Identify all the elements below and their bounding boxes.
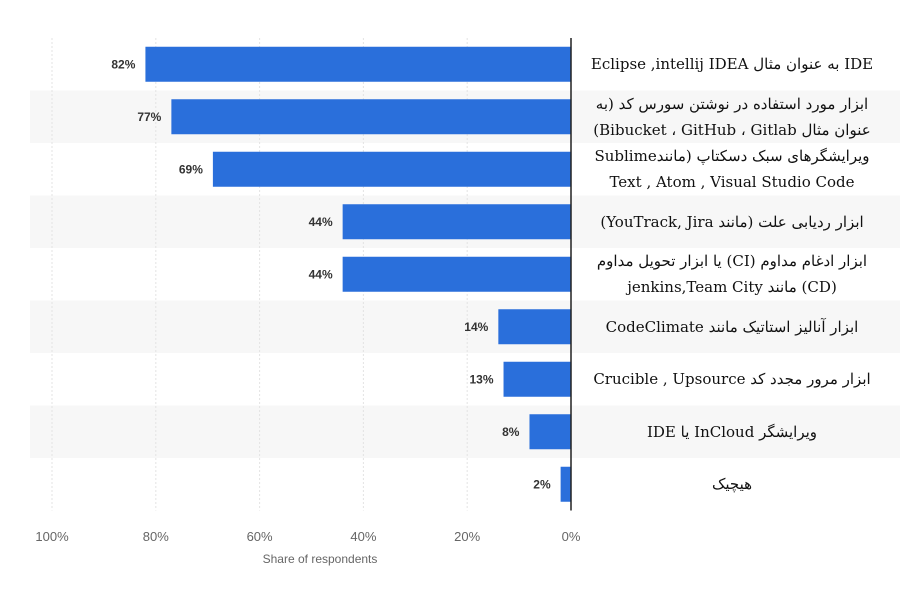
- category-label: ابزار ردیابی علت (مانند YouTrack, Jira): [600, 212, 864, 231]
- x-tick-label: 40%: [350, 529, 376, 544]
- bar: [212, 151, 571, 187]
- x-tick-label: 20%: [454, 529, 480, 544]
- x-tick-label: 60%: [247, 529, 273, 544]
- x-axis-title: Share of respondents: [263, 552, 378, 566]
- bar-value-label: 14%: [464, 320, 488, 334]
- category-label: ابزار مورد استفاده در نوشتن سورس کد (به ع…: [593, 94, 871, 139]
- x-tick-label: 80%: [143, 529, 169, 544]
- bar-value-label: 69%: [179, 162, 203, 176]
- category-label: ویرایشگر InCloud یا IDE: [646, 422, 818, 441]
- bar: [503, 361, 571, 397]
- category-label: هیچیک: [711, 475, 753, 494]
- bar-value-label: 44%: [309, 267, 333, 281]
- x-tick-label: 100%: [35, 529, 69, 544]
- category-label: ویرایشگرهای سبک دسکتاپ (مانندSublime Text…: [594, 147, 870, 192]
- bar: [529, 414, 571, 450]
- bar-value-label: 82%: [111, 57, 135, 71]
- bar-value-label: 77%: [137, 110, 161, 124]
- bar: [560, 466, 571, 502]
- row-stripe: [30, 405, 900, 458]
- category-label: IDE به عنوان مثال Eclipse ,intellij IDEA: [590, 55, 874, 74]
- bar-value-label: 8%: [502, 425, 520, 439]
- category-label: ابزار آنالیز استاتیک مانند CodeClimate: [605, 317, 859, 336]
- bar-value-label: 13%: [469, 372, 493, 386]
- bar: [342, 204, 571, 240]
- x-tick-label: 0%: [562, 529, 581, 544]
- row-stripe: [30, 300, 900, 353]
- bar-value-label: 2%: [533, 477, 551, 491]
- category-label: ابزار مرور مجدد کد Crucible , Upsource: [593, 370, 871, 389]
- bar-value-label: 44%: [309, 215, 333, 229]
- bar: [342, 256, 571, 292]
- bar: [145, 46, 572, 82]
- bar: [171, 99, 571, 135]
- category-label: ابزار ادغام مداوم (CI) یا ابزار تحویل مد…: [596, 252, 868, 297]
- bar: [498, 309, 571, 345]
